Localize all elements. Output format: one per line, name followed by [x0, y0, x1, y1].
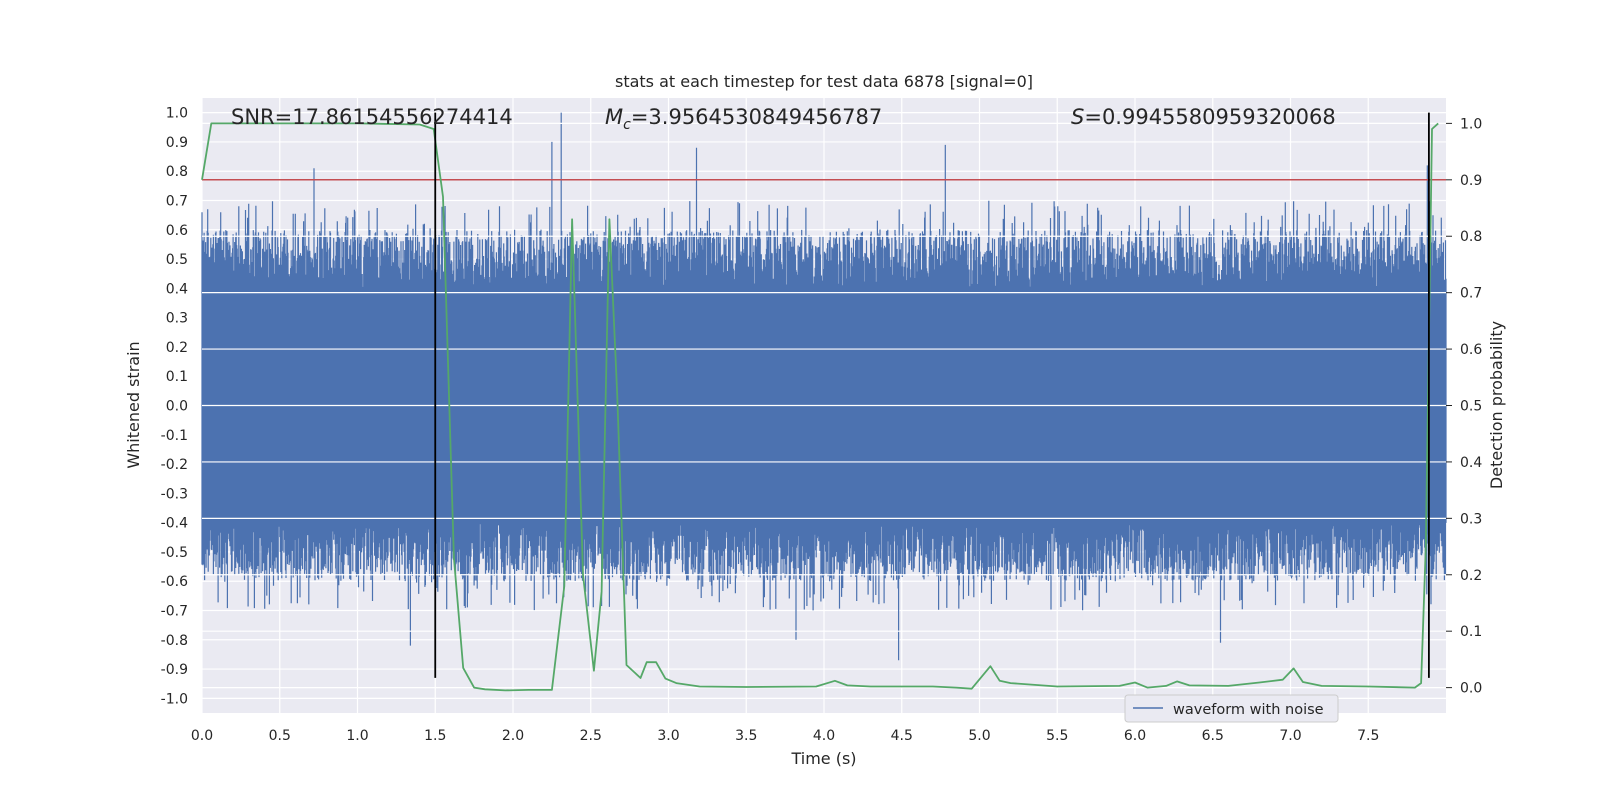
detection-probability-line: [201, 122, 1439, 692]
y-tick-label: 0.7: [166, 194, 188, 210]
y-tick-label: 0.2: [166, 340, 188, 356]
y2-tick-label: 0.9: [1460, 173, 1482, 189]
y2-tick-label: 0.3: [1460, 511, 1482, 527]
y-tick-label: -0.8: [161, 633, 188, 649]
series-detection-probability: [201, 122, 1439, 692]
x-tick-label: 5.5: [1046, 728, 1068, 744]
y-axis-label: Whitened strain: [124, 341, 143, 468]
x-tick-label: 6.5: [1202, 728, 1224, 744]
y-tick-label: -0.4: [161, 516, 188, 532]
y-tick-label: 0.4: [166, 281, 188, 297]
x-tick-label: 1.5: [424, 728, 446, 744]
x-tick-label: 3.5: [735, 728, 757, 744]
x-tick-label: 2.0: [502, 728, 524, 744]
y-tick-label: 0.5: [166, 252, 188, 268]
x-tick-label: 4.0: [813, 728, 835, 744]
plot-area: [201, 98, 1447, 713]
y2-tick-label: 0.2: [1460, 568, 1482, 584]
legend-box: [1124, 694, 1339, 723]
y-tick-label: -0.5: [161, 545, 188, 561]
y2-tick-label: 0.0: [1460, 681, 1482, 697]
y-tick-label: -0.6: [161, 574, 188, 590]
y-tick-label: -1.0: [161, 691, 188, 707]
y-tick-label: -0.7: [161, 604, 188, 620]
y2-tick-label: 0.6: [1460, 342, 1482, 358]
y-tick-label: -0.9: [161, 662, 188, 678]
legend: waveform with noise: [1124, 694, 1339, 723]
y-tick-label: -0.2: [161, 457, 188, 473]
statistic-symbol: S: [1071, 105, 1084, 129]
x-tick-label: 1.0: [346, 728, 368, 744]
legend-label-waveform: waveform with noise: [1173, 702, 1324, 718]
y-tick-label: 0.6: [166, 223, 188, 239]
y2-axis-ticks: 1.0 0.9 0.8 0.7 0.6 0.5 0.4 0.3 0.2 0.1 0.0: [1446, 116, 1482, 697]
y-tick-label: 1.0: [166, 106, 188, 122]
y-tick-label: 0.1: [166, 369, 188, 385]
snr-annotation: SNR=17.86154556274414: [231, 105, 513, 129]
y-tick-label: -0.3: [161, 486, 188, 502]
y2-tick-label: 0.4: [1460, 455, 1482, 471]
y-tick-label: 0.3: [166, 311, 188, 327]
y2-tick-label: 0.1: [1460, 624, 1482, 640]
y-tick-label: 0.0: [166, 399, 188, 415]
y-tick-label: 0.9: [166, 135, 188, 151]
x-axis-label: Time (s): [790, 749, 856, 768]
chirp-mass-symbol: M: [605, 105, 623, 129]
x-tick-label: 5.0: [968, 728, 990, 744]
x-tick-label: 4.5: [891, 728, 913, 744]
y2-tick-label: 1.0: [1460, 116, 1482, 132]
x-tick-label: 6.0: [1124, 728, 1146, 744]
statistic-annotation: S=0.9945580959320068: [1071, 105, 1336, 129]
x-tick-label: 7.5: [1357, 728, 1379, 744]
x-tick-label: 3.0: [657, 728, 679, 744]
x-tick-label: 7.0: [1279, 728, 1301, 744]
y2-axis-label: Detection probability: [1487, 321, 1506, 489]
y-tick-label: -0.1: [161, 428, 188, 444]
y2-tick-label: 0.5: [1460, 399, 1482, 415]
y2-tick-label: 0.8: [1460, 229, 1482, 245]
marker-lines: [434, 112, 1430, 678]
y2-tick-label: 0.7: [1460, 286, 1482, 302]
statistic-value: =0.9945580959320068: [1084, 105, 1335, 129]
x-axis-ticks: 0.0 0.5 1.0 1.5 2.0 2.5 3.0 3.5 4.0 4.5 5.0 5.5 6.0 6…: [191, 728, 1380, 744]
chart-title: stats at each timestep for test data 687…: [615, 72, 1033, 91]
y-axis-ticks: 1.0 0.9 0.8 0.7 0.6 0.5 0.4 0.3 0.2 0.1 0.0 -0.1 -0.…: [161, 106, 188, 708]
y-tick-label: 0.8: [166, 164, 188, 180]
x-tick-label: 0.0: [191, 728, 213, 744]
x-tick-label: 2.5: [580, 728, 602, 744]
x-tick-label: 0.5: [269, 728, 291, 744]
chirp-mass-subscript: c: [623, 117, 631, 133]
chirp-mass-value: =3.9564530849456787: [631, 105, 882, 129]
chirp-mass-annotation: Mc=3.9564530849456787: [605, 105, 882, 133]
